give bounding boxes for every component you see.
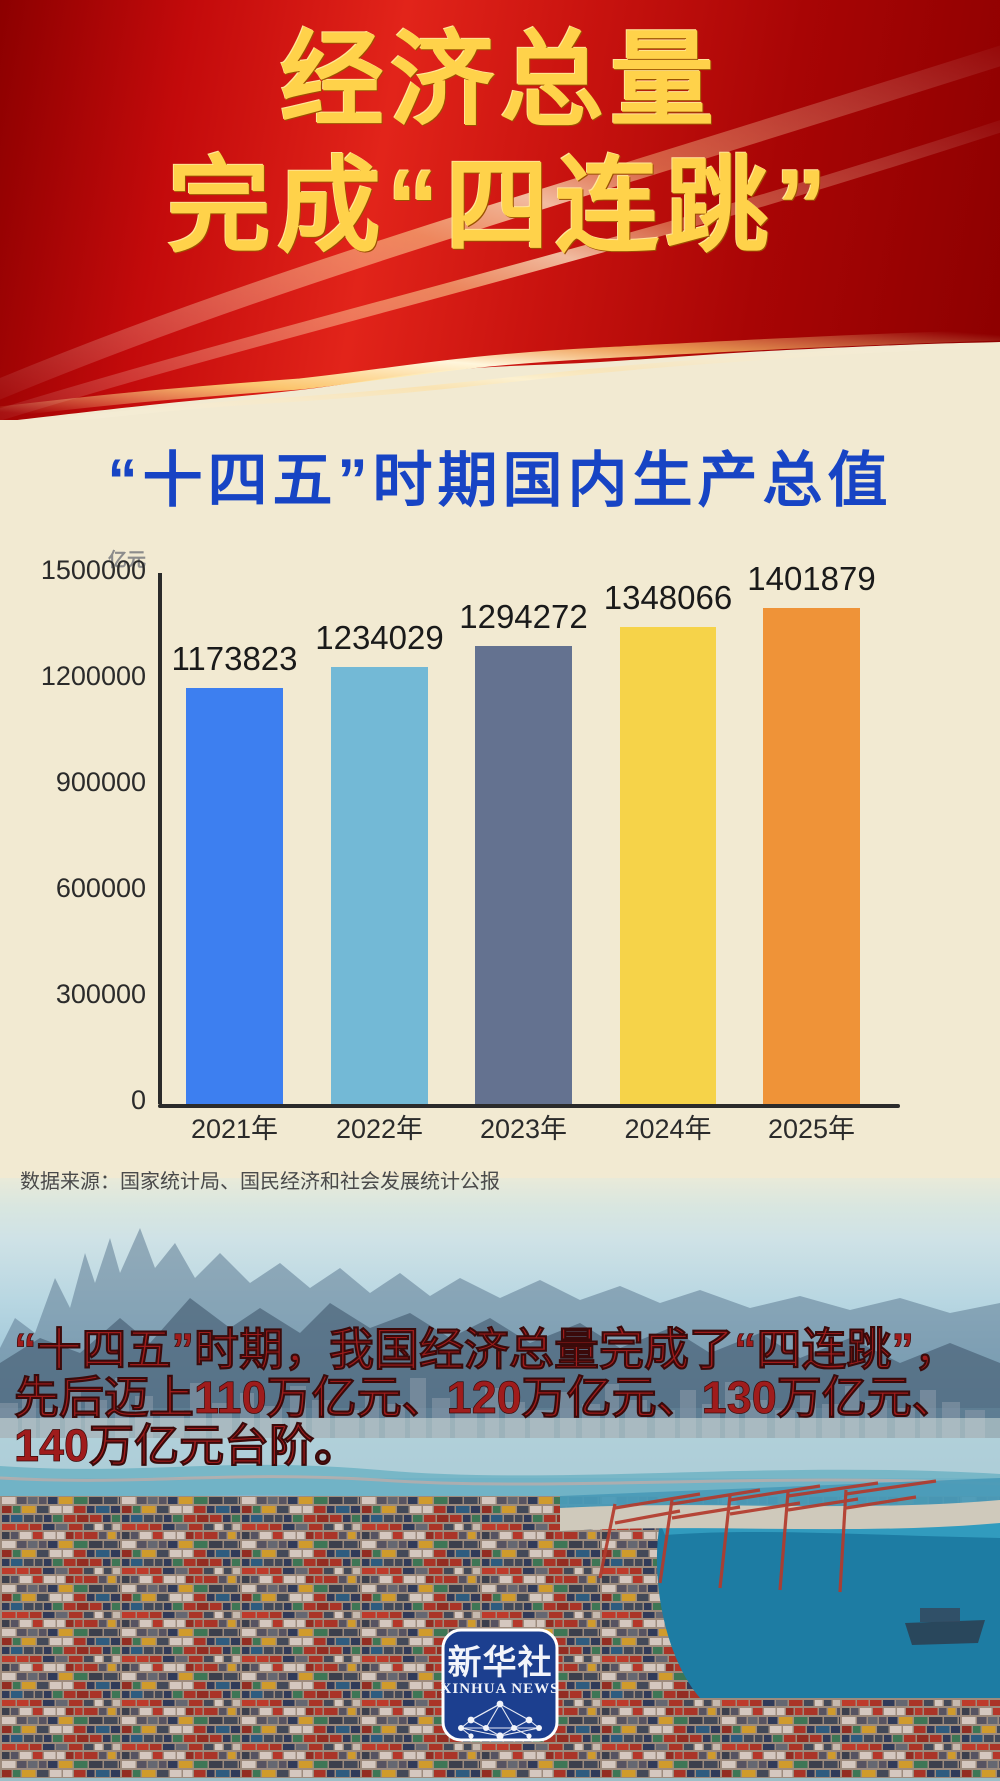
svg-text:XINHUA NEWS: XINHUA NEWS [441, 1681, 559, 1697]
svg-text:新华社: 新华社 [448, 1644, 553, 1682]
